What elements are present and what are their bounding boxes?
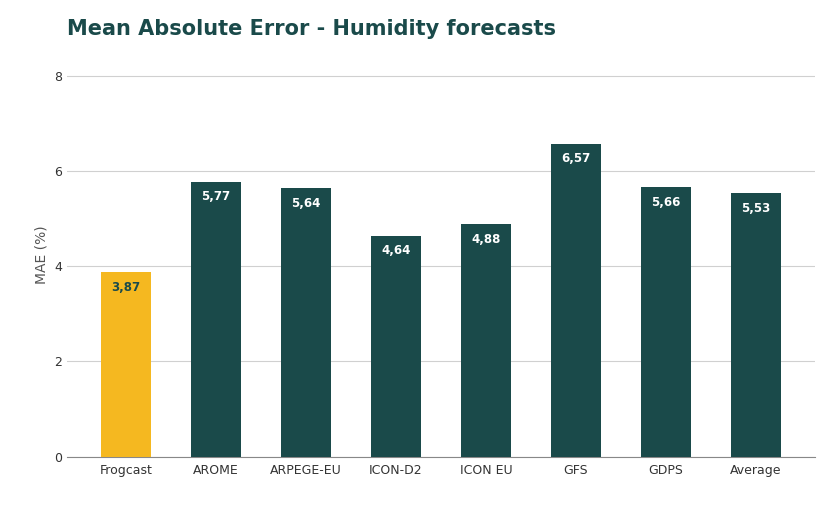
Bar xyxy=(101,272,150,457)
Text: 6,57: 6,57 xyxy=(561,153,591,166)
Y-axis label: MAE (%): MAE (%) xyxy=(34,225,49,283)
Text: 4,64: 4,64 xyxy=(381,244,411,257)
Text: 3,87: 3,87 xyxy=(112,281,140,294)
Text: 5,64: 5,64 xyxy=(291,197,321,210)
Bar xyxy=(281,188,331,457)
Bar xyxy=(461,224,511,457)
Bar xyxy=(732,194,781,457)
Bar xyxy=(641,187,690,457)
Bar xyxy=(551,144,601,457)
Text: Mean Absolute Error - Humidity forecasts: Mean Absolute Error - Humidity forecasts xyxy=(67,19,556,39)
Text: 5,66: 5,66 xyxy=(651,196,680,209)
Text: 5,53: 5,53 xyxy=(742,202,770,215)
Text: 5,77: 5,77 xyxy=(202,190,230,203)
Bar xyxy=(371,236,421,457)
Text: 4,88: 4,88 xyxy=(471,233,501,246)
Bar xyxy=(192,182,241,457)
